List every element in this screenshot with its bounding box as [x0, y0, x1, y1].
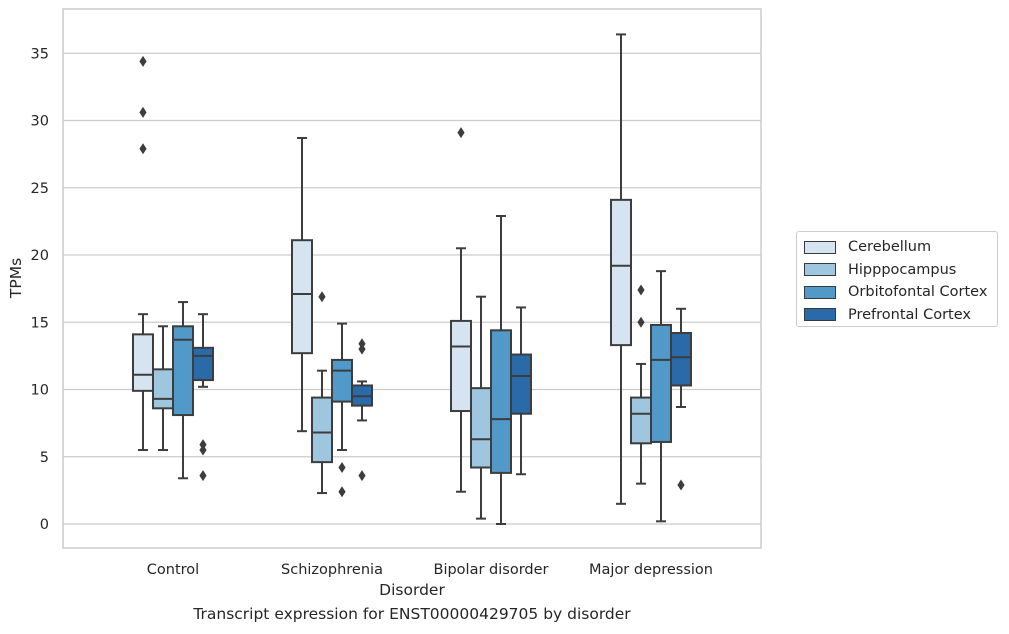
box	[152, 325, 174, 452]
box	[172, 301, 194, 480]
y-tick-label: 35	[31, 46, 49, 62]
box-iqr	[152, 368, 174, 410]
y-tick-label: 15	[31, 315, 49, 331]
box-iqr	[192, 346, 214, 382]
box	[351, 338, 373, 482]
series-3	[192, 306, 692, 491]
outlier-point	[318, 291, 326, 303]
outlier-point	[677, 479, 685, 491]
x-tick-label: Control	[147, 562, 199, 578]
box	[510, 306, 532, 476]
outlier-point	[338, 462, 346, 474]
outlier-point	[199, 439, 207, 451]
box-iqr	[630, 396, 652, 445]
legend-swatch	[804, 240, 836, 254]
plot-area	[62, 8, 762, 549]
y-tick-label: 30	[31, 114, 49, 130]
legend-item: Prefrontal Cortex	[804, 304, 997, 327]
box-iqr	[291, 239, 313, 355]
outlier-point	[199, 470, 207, 482]
outlier-point	[457, 127, 465, 139]
box-iqr	[311, 396, 333, 464]
chart-caption: Transcript expression for ENST0000042970…	[193, 605, 631, 623]
legend-label: Hipppocampus	[848, 261, 957, 278]
box	[650, 270, 672, 523]
box-iqr	[450, 319, 472, 413]
x-tick-label: Major depression	[589, 562, 713, 578]
outlier-point	[358, 338, 366, 350]
series-0	[132, 33, 632, 505]
box	[450, 127, 472, 493]
box-iqr	[490, 329, 512, 474]
box	[291, 136, 313, 433]
outlier-point	[637, 284, 645, 296]
legend-item: Orbitofontal Cortex	[804, 281, 997, 304]
box	[610, 33, 632, 505]
legend-swatch	[804, 308, 836, 322]
box-iqr	[510, 353, 532, 415]
legend-label: Prefrontal Cortex	[848, 306, 971, 323]
x-tick-label: Bipolar disorder	[434, 562, 549, 578]
outlier-point	[637, 316, 645, 328]
outlier-point	[358, 470, 366, 482]
series-2	[172, 214, 672, 525]
grid-lines	[63, 52, 761, 525]
legend-swatch	[804, 263, 836, 277]
outlier-point	[139, 106, 147, 118]
box-iqr	[132, 333, 154, 392]
outlier-point	[139, 55, 147, 67]
box	[470, 295, 492, 520]
box-iqr	[670, 332, 692, 387]
y-axis: 0 5 10 15 20 25 30 35	[31, 46, 49, 533]
legend-item: Cerebellum	[804, 236, 997, 259]
legend: Cerebellum Hipppocampus Orbitofontal Corte…	[796, 231, 998, 327]
y-tick-label: 0	[40, 517, 49, 533]
y-tick-label: 20	[31, 248, 49, 264]
legend-label: Orbitofontal Cortex	[848, 284, 988, 301]
box	[630, 284, 652, 485]
legend-item: Hipppocampus	[804, 259, 997, 282]
y-axis-label: TPMs	[7, 258, 25, 299]
series-1	[152, 284, 652, 520]
box	[331, 322, 353, 498]
y-tick-label: 5	[40, 450, 49, 466]
outlier-point	[139, 143, 147, 155]
box	[192, 313, 214, 482]
box-iqr	[470, 387, 492, 469]
box-series	[132, 33, 692, 525]
box-iqr	[610, 198, 632, 347]
box-iqr	[650, 323, 672, 443]
legend-swatch	[804, 285, 836, 299]
x-tick-label: Schizophrenia	[281, 562, 383, 578]
box	[311, 291, 333, 495]
outlier-point	[338, 486, 346, 498]
box	[132, 55, 154, 452]
box	[670, 307, 692, 491]
x-axis: Control Schizophrenia Bipolar disorder Majo…	[147, 562, 713, 578]
box-iqr	[331, 358, 353, 403]
x-axis-label: Disorder	[379, 581, 445, 599]
y-tick-label: 25	[31, 181, 49, 197]
legend-label: Cerebellum	[848, 239, 932, 256]
y-tick-label: 10	[31, 383, 49, 399]
box	[490, 214, 512, 525]
